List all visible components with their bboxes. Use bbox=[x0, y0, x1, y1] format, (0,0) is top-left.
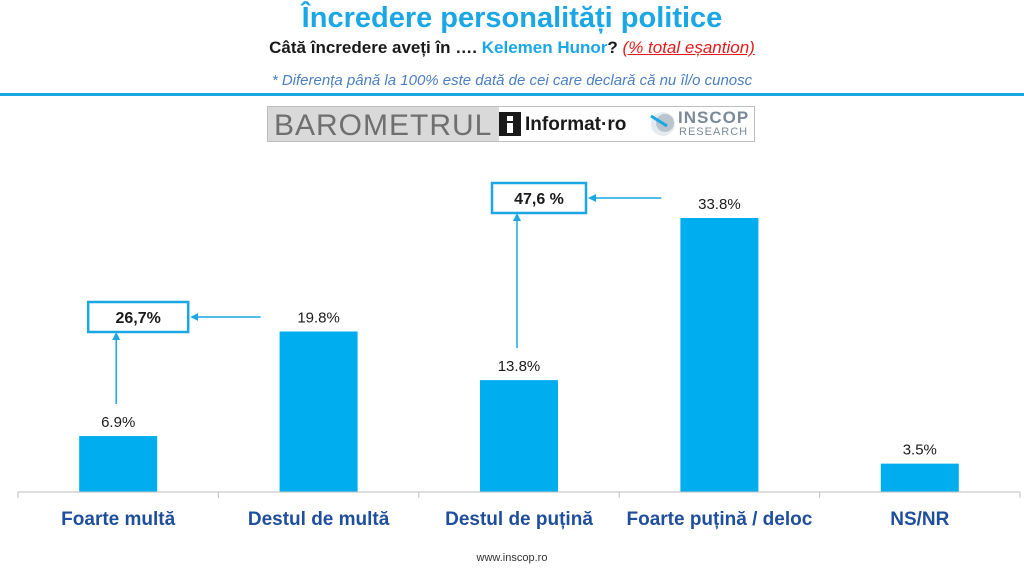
annotation-label: 26,7% bbox=[116, 310, 161, 327]
logo-band: BAROMETRUL Informat·ro INSCOP RESEARCH bbox=[267, 106, 755, 142]
header-divider bbox=[0, 93, 1024, 96]
annotation-box bbox=[86, 300, 190, 334]
page-subtitle: Câtă încredere aveți în …. Kelemen Hunor… bbox=[0, 38, 1024, 58]
bar-value-label: 6.9% bbox=[101, 414, 135, 431]
page-title: Încredere personalități politice bbox=[301, 2, 723, 34]
footer-url: www.inscop.ro bbox=[476, 552, 548, 564]
inscop-logo-subtext: RESEARCH bbox=[679, 126, 749, 138]
informat-logo-icon bbox=[499, 112, 521, 136]
informat-logo: Informat·ro bbox=[499, 107, 646, 141]
x-tick-label: Foarte puțină / deloc bbox=[626, 509, 812, 530]
annotation-label: 47,6 % bbox=[514, 191, 564, 208]
bar-value-label: 33.8% bbox=[698, 196, 741, 213]
bar bbox=[480, 380, 558, 492]
x-tick-label: NS/NR bbox=[890, 509, 949, 530]
inscop-logo-text: INSCOP bbox=[678, 108, 750, 127]
bar bbox=[79, 436, 158, 492]
bar-value-label: 19.8% bbox=[297, 309, 340, 326]
bar-value-label: 3.5% bbox=[903, 442, 937, 459]
x-tick-label: Foarte multă bbox=[61, 509, 175, 530]
subtitle-name: Kelemen Hunor bbox=[481, 38, 608, 57]
inscop-logo-icon bbox=[650, 112, 675, 136]
barometrul-logo: BAROMETRUL bbox=[274, 109, 493, 142]
bar bbox=[880, 463, 959, 492]
bar bbox=[279, 331, 358, 492]
informat-logo-text: Informat·ro bbox=[525, 114, 627, 135]
annotation-box bbox=[490, 181, 588, 215]
inscop-logo: INSCOP RESEARCH bbox=[646, 107, 754, 141]
x-tick-label: Destul de puțină bbox=[445, 509, 593, 530]
bar-value-label: 13.8% bbox=[498, 358, 541, 375]
bar bbox=[680, 218, 759, 492]
subtitle-question-mark: ? bbox=[607, 38, 618, 57]
subtitle-prefix: Câtă încredere aveți în …. bbox=[269, 38, 478, 57]
footnote: * Diferența până la 100% este dată de ce… bbox=[271, 72, 753, 89]
x-tick-label: Destul de multă bbox=[248, 509, 390, 530]
subtitle-sample: (% total eșantion) bbox=[622, 38, 755, 57]
